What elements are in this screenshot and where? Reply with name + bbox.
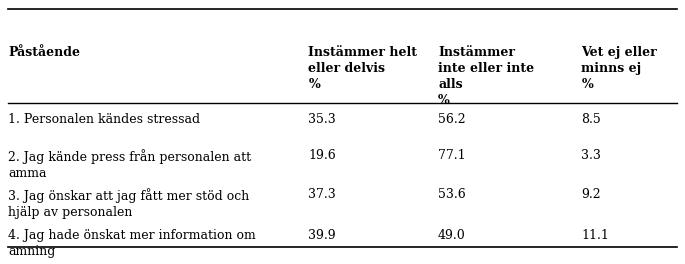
Text: 53.6: 53.6 (438, 188, 466, 201)
Text: 9.2: 9.2 (582, 188, 601, 201)
Text: 3.3: 3.3 (582, 149, 601, 162)
Text: 8.5: 8.5 (582, 113, 601, 126)
Text: 4. Jag hade önskat mer information om
amning: 4. Jag hade önskat mer information om am… (8, 229, 256, 258)
Text: 11.1: 11.1 (582, 229, 609, 242)
Text: 49.0: 49.0 (438, 229, 466, 242)
Text: 35.3: 35.3 (308, 113, 336, 126)
Text: Instämmer
inte eller inte
alls
%: Instämmer inte eller inte alls % (438, 46, 534, 107)
Text: Påstående: Påstående (8, 46, 80, 59)
Text: Instämmer helt
eller delvis
%: Instämmer helt eller delvis % (308, 46, 417, 92)
Text: 2. Jag kände press från personalen att
amma: 2. Jag kände press från personalen att a… (8, 149, 251, 180)
Text: 39.9: 39.9 (308, 229, 336, 242)
Text: 77.1: 77.1 (438, 149, 466, 162)
Text: 1. Personalen kändes stressad: 1. Personalen kändes stressad (8, 113, 200, 126)
Text: 3. Jag önskar att jag fått mer stöd och
hjälp av personalen: 3. Jag önskar att jag fått mer stöd och … (8, 188, 249, 219)
Text: 56.2: 56.2 (438, 113, 466, 126)
Text: Vet ej eller
minns ej
%: Vet ej eller minns ej % (582, 46, 657, 92)
Text: 37.3: 37.3 (308, 188, 336, 201)
Text: 19.6: 19.6 (308, 149, 336, 162)
